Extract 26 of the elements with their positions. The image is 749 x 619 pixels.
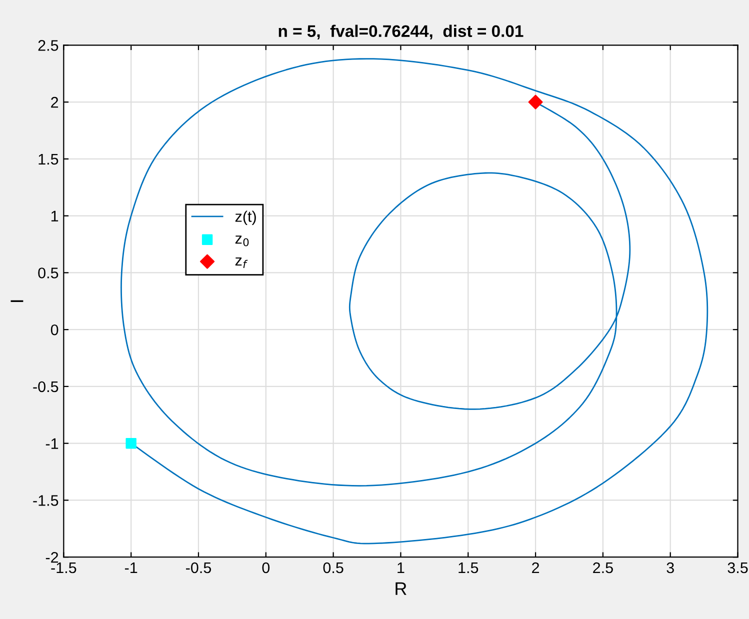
x-tick-label: 0 (262, 562, 270, 574)
y-tick-label: 2 (51, 96, 58, 108)
x-tick-label: -1 (124, 562, 138, 574)
y-axis-title: I (10, 300, 24, 302)
y-tick-label: 2.5 (38, 40, 58, 51)
x-tick-label: 3 (666, 562, 674, 574)
legend-label: z(t) (235, 210, 256, 225)
y-tick-label: 0 (50, 324, 58, 336)
legend-label: z$_{f}$ (235, 257, 248, 268)
y-tick-label: 0.5 (38, 268, 58, 278)
x-tick-label: -0.5 (186, 562, 212, 574)
x-tick-label: 3.5 (728, 562, 748, 574)
x-tick-label: 1.5 (458, 562, 478, 574)
chart-title: n = 5, fval=0.76244, dist = 0.01 (278, 24, 524, 40)
x-tick-label: 1 (398, 562, 404, 574)
y-tick-label: -1.5 (33, 495, 58, 506)
y-tick-label: -0.5 (33, 381, 58, 392)
y-tick-label: -2 (46, 552, 58, 563)
y-tick-label: -1 (46, 438, 58, 449)
x-tick-label: 2 (532, 562, 540, 574)
legend-label: z$_{0}$ (235, 236, 249, 246)
x-tick-label: 2.5 (593, 562, 613, 574)
x-axis-title: R (396, 582, 406, 595)
x-tick-label: 0.5 (323, 562, 344, 574)
y-tick-label: 1 (51, 210, 58, 222)
y-tick-label: 1.5 (38, 154, 58, 165)
